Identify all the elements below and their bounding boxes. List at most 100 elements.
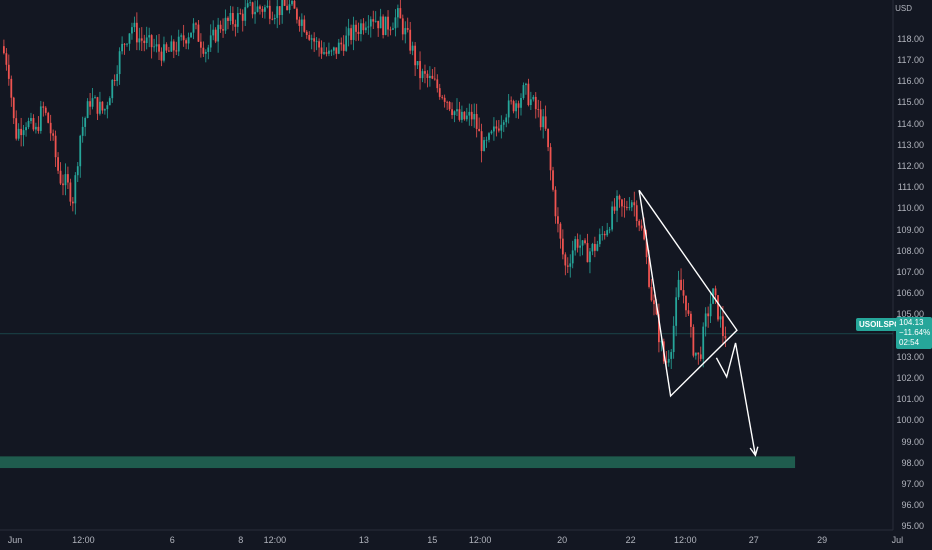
candle-body <box>672 325 675 353</box>
candle-body <box>616 195 618 211</box>
candle-body <box>529 99 532 106</box>
candle-body <box>648 257 650 287</box>
candle-body <box>342 44 345 51</box>
x-tick-label: 6 <box>169 535 175 545</box>
candle-body <box>690 313 692 327</box>
candle-body <box>694 352 697 356</box>
candle-body <box>657 314 660 343</box>
x-tick-label: 8 <box>238 535 244 545</box>
candle-body <box>148 35 151 38</box>
candle-body <box>699 354 702 359</box>
candle-body <box>185 40 188 44</box>
candle-body <box>199 41 202 48</box>
candle-body <box>399 8 402 19</box>
candle-body <box>653 300 655 305</box>
y-tick-label: 110.00 <box>897 203 924 214</box>
candle-body <box>608 229 611 231</box>
candle-body <box>714 288 717 296</box>
candle-body <box>298 19 301 26</box>
candle-body <box>485 139 488 141</box>
candle-body <box>296 8 298 20</box>
price-tag[interactable]: 104.13 −11.64% 02:54 <box>896 317 932 349</box>
y-tick-label: 116.00 <box>897 76 924 87</box>
candle-body <box>128 33 131 44</box>
candle-body <box>30 118 32 121</box>
candle-body <box>81 126 84 136</box>
candle-body <box>7 64 10 79</box>
candle-body <box>145 37 148 44</box>
candle-body <box>259 6 261 9</box>
candle-body <box>315 41 318 43</box>
y-tick-label: 112.00 <box>897 161 924 171</box>
y-tick-label: 113.00 <box>897 139 924 150</box>
candle-body <box>628 207 631 209</box>
candle-body <box>561 238 564 255</box>
candle-body <box>276 6 279 18</box>
candle-body <box>20 128 23 136</box>
candle-body <box>64 174 67 186</box>
candle-body <box>601 233 604 235</box>
candle-body <box>500 124 503 131</box>
candle-body <box>596 244 599 251</box>
candle-body <box>5 53 8 65</box>
candle-body <box>470 111 473 120</box>
change-percent-label: −11.64% <box>899 328 931 337</box>
candle-body <box>236 13 239 27</box>
y-tick-label: 115.00 <box>897 97 924 108</box>
candle-body <box>291 0 293 5</box>
candle-body <box>488 133 490 140</box>
candle-body <box>94 97 96 99</box>
candle-body <box>448 101 451 110</box>
candle-body <box>379 16 382 29</box>
candle-body <box>502 122 505 125</box>
candle-body <box>382 16 385 36</box>
candle-body <box>192 23 195 33</box>
candle-body <box>475 114 478 129</box>
arrow-head <box>749 446 759 457</box>
symbol-tag[interactable]: USOILSPOT <box>856 318 909 331</box>
candle-body <box>443 97 446 102</box>
candle-body <box>581 240 584 246</box>
candle-body <box>42 106 45 108</box>
candle-body <box>79 135 82 167</box>
candle-body <box>15 118 18 139</box>
candle-body <box>332 47 335 51</box>
candle-body <box>256 6 259 12</box>
candle-body <box>355 24 357 32</box>
candle-body <box>126 43 128 45</box>
candle-body <box>303 19 306 32</box>
candle-body <box>707 313 710 317</box>
triangle-pattern[interactable] <box>638 189 738 398</box>
candle-body <box>446 101 449 103</box>
candle-body <box>241 13 244 21</box>
candle-body <box>116 74 119 81</box>
candle-body <box>527 83 530 106</box>
candle-body <box>190 32 192 38</box>
candle-body <box>54 135 57 158</box>
candle-body <box>512 101 515 112</box>
candle-body <box>163 44 165 61</box>
candle-body <box>576 239 579 248</box>
candle-body <box>300 19 303 26</box>
candle-body <box>611 206 614 230</box>
candle-body <box>172 41 175 51</box>
candle-body <box>650 286 653 301</box>
candle-body <box>268 5 271 19</box>
candle-body <box>507 100 510 118</box>
candle-body <box>618 195 621 200</box>
candle-body <box>384 16 387 36</box>
candle-body <box>187 37 190 44</box>
y-tick-label: 99.00 <box>901 436 924 447</box>
candle-body <box>177 36 180 52</box>
candle-body <box>364 27 367 31</box>
projection-path[interactable] <box>715 342 757 456</box>
candle-body <box>396 8 399 18</box>
candle-body <box>505 117 508 123</box>
candle-body <box>404 28 407 35</box>
candle-body <box>49 122 52 134</box>
candle-body <box>234 24 237 27</box>
candle-body <box>414 45 417 66</box>
candle-body <box>480 131 483 151</box>
x-tick-label: Jun <box>7 535 23 545</box>
